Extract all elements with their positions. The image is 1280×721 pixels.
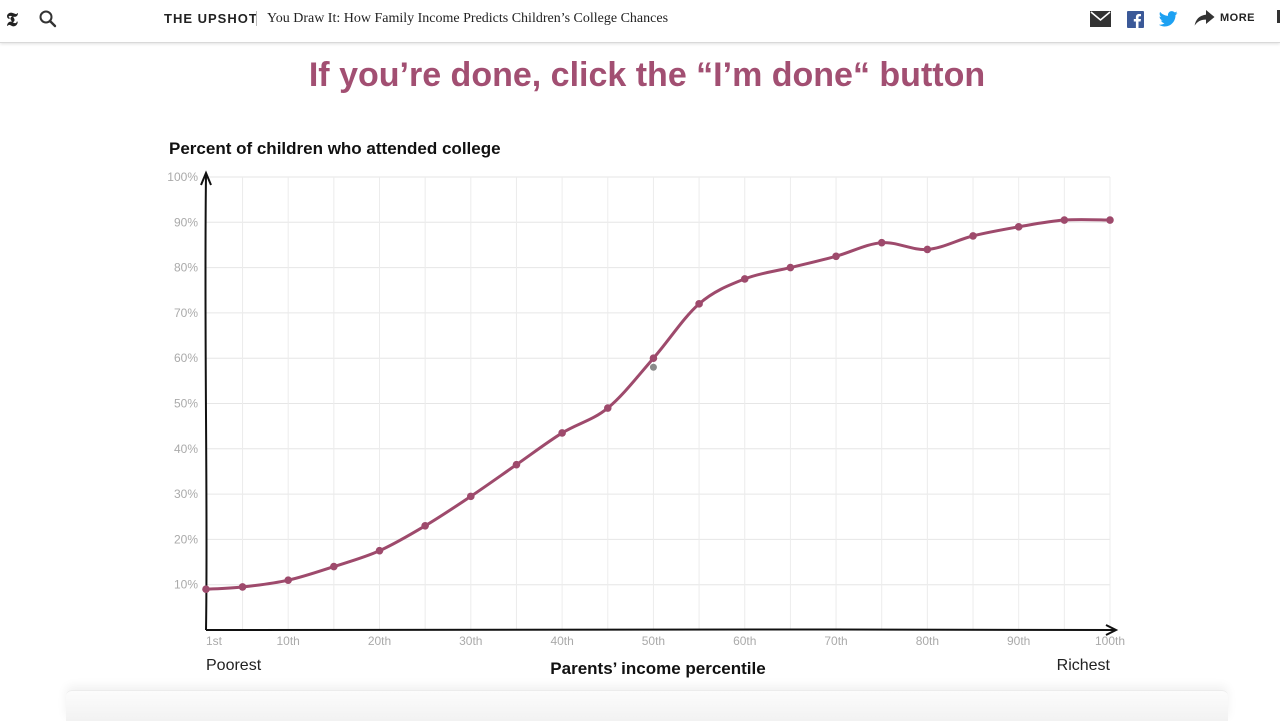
y-tick-label: 30% xyxy=(174,487,198,501)
done-button-area xyxy=(66,690,1228,721)
mail-icon[interactable] xyxy=(1090,11,1111,27)
x-tick-label: 80th xyxy=(916,634,939,648)
data-point[interactable] xyxy=(202,585,210,594)
data-point[interactable] xyxy=(877,238,886,247)
twitter-icon[interactable] xyxy=(1159,11,1178,27)
x-tick-label: 10th xyxy=(277,634,300,648)
nyt-logo[interactable]: 𝕿 xyxy=(6,9,18,31)
data-point[interactable] xyxy=(512,460,521,469)
y-tick-label: 40% xyxy=(174,442,198,456)
x-tick-label: 70th xyxy=(824,634,847,648)
data-point[interactable] xyxy=(467,492,475,501)
data-point[interactable] xyxy=(375,546,384,555)
y-tick-label: 100% xyxy=(167,170,198,184)
y-tick-label: 20% xyxy=(174,532,198,546)
y-tick-label: 60% xyxy=(174,351,198,365)
more-button[interactable]: MORE xyxy=(1220,12,1255,24)
data-point[interactable] xyxy=(1060,216,1069,224)
y-axis-line xyxy=(204,174,208,631)
x-end-label-poorest: Poorest xyxy=(206,657,262,674)
top-navigation-bar: 𝕿 THE UPSHOT You Draw It: How Family Inc… xyxy=(0,0,1280,43)
done-prompt: If you’re done, click the “I’m done“ but… xyxy=(308,56,986,94)
x-end-label-richest: Richest xyxy=(1056,657,1110,674)
data-point[interactable] xyxy=(923,245,932,254)
truncated-edge-element xyxy=(1277,10,1280,23)
data-point[interactable] xyxy=(969,232,977,240)
data-point[interactable] xyxy=(649,354,658,363)
y-tick-label: 90% xyxy=(174,215,198,229)
x-tick-label: 90th xyxy=(1007,634,1030,648)
article-headline: You Draw It: How Family Income Predicts … xyxy=(267,11,669,26)
y-tick-label: 80% xyxy=(174,261,198,275)
x-tick-label: 60th xyxy=(733,634,756,648)
data-point[interactable] xyxy=(740,275,749,283)
x-axis-title: Parents’ income percentile xyxy=(550,659,766,678)
x-axis-arrow xyxy=(1105,624,1119,636)
x-tick-label: 30th xyxy=(459,634,482,648)
y-tick-label: 10% xyxy=(174,578,198,592)
facebook-icon[interactable] xyxy=(1127,11,1144,28)
data-point[interactable] xyxy=(1106,216,1114,224)
x-tick-label: 20th xyxy=(368,634,391,648)
data-point[interactable] xyxy=(832,252,840,261)
search-icon[interactable] xyxy=(38,9,58,29)
y-axis-arrow xyxy=(200,170,212,186)
data-point[interactable] xyxy=(1014,223,1023,231)
y-axis-title: Percent of children who attended college xyxy=(169,139,501,158)
data-point[interactable] xyxy=(558,429,566,437)
x-tick-label: 40th xyxy=(550,634,573,648)
data-point[interactable] xyxy=(603,404,612,412)
x-axis-line xyxy=(205,628,1115,632)
x-tick-label: 50th xyxy=(642,634,665,648)
x-tick-label: 1st xyxy=(206,634,223,648)
data-point[interactable] xyxy=(695,300,703,308)
y-tick-label: 50% xyxy=(174,397,198,411)
reference-point xyxy=(649,363,657,371)
data-point[interactable] xyxy=(284,576,292,584)
x-tick-label: 100th xyxy=(1095,634,1125,648)
share-arrow-icon[interactable] xyxy=(1194,9,1215,27)
data-point[interactable] xyxy=(421,522,429,530)
section-name[interactable]: THE UPSHOT xyxy=(164,11,258,26)
y-tick-label: 70% xyxy=(174,306,198,320)
data-point[interactable] xyxy=(330,562,338,571)
data-point[interactable] xyxy=(238,583,247,591)
data-point[interactable] xyxy=(786,263,795,272)
header-divider xyxy=(256,11,257,26)
drawn-series-line[interactable] xyxy=(204,218,1112,591)
